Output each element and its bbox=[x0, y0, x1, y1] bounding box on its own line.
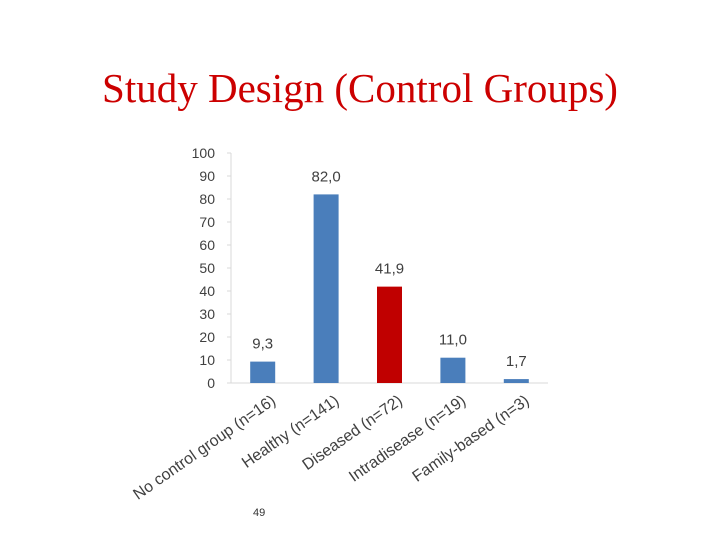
y-tick-label: 70 bbox=[199, 214, 215, 230]
bar bbox=[503, 379, 529, 383]
y-tick-label: 80 bbox=[199, 191, 215, 207]
y-tick-label: 10 bbox=[199, 352, 215, 368]
bar bbox=[377, 286, 402, 383]
y-tick-label: 30 bbox=[199, 306, 215, 322]
y-tick-label: 60 bbox=[199, 237, 215, 253]
bar bbox=[313, 194, 339, 383]
slide-title: Study Design (Control Groups) bbox=[102, 65, 618, 111]
y-tick-label: 100 bbox=[192, 145, 216, 161]
y-tick-label: 50 bbox=[199, 260, 215, 276]
data-label: 41,9 bbox=[375, 261, 404, 278]
data-label: 9,3 bbox=[252, 336, 273, 353]
bar bbox=[440, 357, 466, 383]
bar bbox=[250, 361, 276, 383]
y-tick-label: 20 bbox=[199, 329, 215, 345]
data-label: 1,7 bbox=[506, 353, 527, 370]
page-number: 49 bbox=[253, 507, 266, 519]
y-tick-label: 40 bbox=[199, 283, 215, 299]
category-label: Family-based (n=3) bbox=[410, 392, 533, 485]
data-label: 11,0 bbox=[439, 332, 467, 349]
y-tick-label: 90 bbox=[199, 168, 215, 184]
category-label: Intradisease (n=19) bbox=[346, 392, 469, 485]
y-tick-label: 0 bbox=[207, 375, 215, 391]
data-label: 82,0 bbox=[311, 168, 340, 185]
